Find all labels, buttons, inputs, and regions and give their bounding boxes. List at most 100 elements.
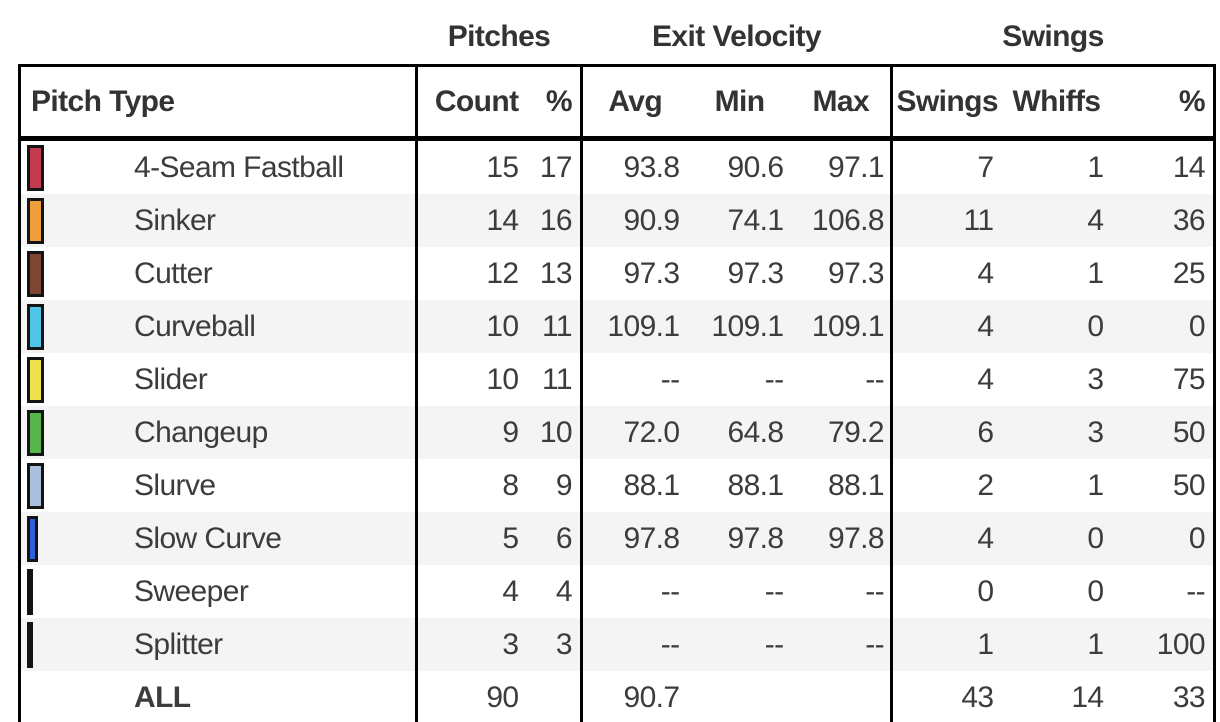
pitch-type-label: Sinker — [134, 203, 216, 237]
cell-count: 5 — [415, 512, 525, 565]
cell-min: 74.1 — [727, 203, 785, 237]
pitch-color-swatch — [27, 144, 44, 191]
cell-max: 97.3 — [828, 256, 885, 290]
cell-whiffs: 14 — [1071, 680, 1104, 714]
cell-max: 97.1 — [828, 150, 885, 184]
cell-max: -- — [865, 574, 884, 608]
cell-swings: 4 — [890, 512, 1002, 565]
cell-count: 4 — [415, 565, 525, 618]
col-header-swings-pct: % — [1111, 64, 1216, 141]
table-row: Splitter 3 3 -- -- -- 1 1 100 — [18, 618, 1216, 671]
cell-swings_pct: 50 — [1111, 406, 1216, 459]
cell-whiffs: 0 — [1087, 309, 1104, 343]
pitch-color-swatch — [27, 621, 33, 668]
cell-count_pct: 10 — [539, 415, 573, 449]
col-header-whiffs: Whiffs — [1001, 64, 1112, 141]
cell-max: -- — [865, 627, 884, 661]
table-row: ALL 90 90.7 43 14 33 — [18, 671, 1216, 722]
cell-max: 79.2 — [828, 415, 885, 449]
cell-max — [792, 671, 892, 722]
cell-count: 90 — [415, 671, 525, 722]
cell-swings_pct: 0 — [1111, 300, 1216, 353]
group-header-pitches: Pitches — [447, 20, 551, 53]
cell-max: 106.8 — [811, 203, 885, 237]
cell-min — [688, 671, 792, 722]
pitch-type-label: Splitter — [134, 627, 223, 661]
cell-max: 88.1 — [828, 468, 885, 502]
cell-count_pct: 9 — [555, 468, 573, 502]
cell-avg: 109.1 — [580, 300, 688, 353]
cell-whiffs: 0 — [1087, 521, 1104, 555]
pitch-stats-table: Pitch Type Count % Avg Min Max Swings Wh… — [18, 64, 1216, 722]
cell-swings_pct: 33 — [1111, 671, 1216, 722]
cell-whiffs: 4 — [1087, 203, 1104, 237]
pitch-type-label: Curveball — [134, 309, 256, 343]
pitch-color-swatch — [27, 250, 44, 297]
cell-count: 9 — [415, 406, 525, 459]
col-header-min: Min — [687, 64, 792, 141]
cell-avg: 97.8 — [580, 512, 688, 565]
cell-swings: 1 — [890, 618, 1002, 671]
cell-avg: 93.8 — [580, 138, 688, 194]
cell-count_pct: 16 — [539, 203, 573, 237]
cell-swings_pct: 25 — [1111, 247, 1216, 300]
table-row: 4-Seam Fastball 15 17 93.8 90.6 97.1 7 1… — [18, 138, 1216, 194]
cell-count: 10 — [415, 353, 525, 406]
cell-swings_pct: 50 — [1111, 459, 1216, 512]
cell-count_pct: 3 — [555, 627, 573, 661]
group-header-swings: Swings — [1002, 20, 1104, 53]
cell-count_pct — [525, 671, 582, 722]
pitch-type-cell: ALL — [18, 671, 417, 722]
pitch-type-label: Sweeper — [134, 574, 249, 608]
table-row: Slurve 8 9 88.1 88.1 88.1 2 1 50 — [18, 459, 1216, 512]
table-row: Sweeper 4 4 -- -- -- 0 0 -- — [18, 565, 1216, 618]
table-row: Cutter 12 13 97.3 97.3 97.3 4 1 25 — [18, 247, 1216, 300]
pitch-type-label: 4-Seam Fastball — [134, 150, 344, 184]
cell-whiffs: 3 — [1087, 362, 1104, 396]
pitch-color-swatch — [27, 197, 44, 244]
cell-count_pct: 6 — [555, 521, 573, 555]
pitch-type-label: Changeup — [134, 415, 268, 449]
cell-swings_pct: -- — [1111, 565, 1216, 618]
cell-min: 64.8 — [727, 415, 785, 449]
cell-avg: -- — [580, 353, 688, 406]
cell-min: -- — [764, 627, 784, 661]
cell-min: 88.1 — [727, 468, 785, 502]
cell-whiffs: 1 — [1087, 468, 1104, 502]
table-row: Changeup 9 10 72.0 64.8 79.2 6 3 50 — [18, 406, 1216, 459]
cell-swings: 4 — [890, 247, 1002, 300]
cell-whiffs: 0 — [1087, 574, 1104, 608]
pitch-type-cell: Slider — [18, 353, 417, 406]
cell-min: -- — [764, 362, 784, 396]
pitch-color-swatch — [27, 356, 44, 403]
pitch-type-cell: Slurve — [18, 459, 417, 512]
cell-swings_pct: 75 — [1111, 353, 1216, 406]
cell-swings: 4 — [890, 353, 1002, 406]
cell-count_pct: 11 — [542, 362, 573, 396]
cell-min: 97.8 — [727, 521, 785, 555]
cell-count: 12 — [415, 247, 525, 300]
cell-avg: 90.9 — [580, 194, 688, 247]
cell-count: 8 — [415, 459, 525, 512]
pitch-color-swatch — [27, 568, 33, 615]
cell-count_pct: 4 — [555, 574, 573, 608]
pitch-color-swatch — [27, 515, 38, 562]
pitch-type-label: Cutter — [134, 256, 213, 290]
col-header-pitch-type: Pitch Type — [18, 64, 417, 141]
cell-whiffs: 1 — [1087, 150, 1104, 184]
cell-swings: 2 — [890, 459, 1002, 512]
cell-whiffs: 1 — [1087, 256, 1104, 290]
cell-count: 14 — [415, 194, 525, 247]
group-header-row: Pitches Exit Velocity Swings — [0, 0, 1220, 64]
cell-swings: 6 — [890, 406, 1002, 459]
cell-min: 97.3 — [727, 256, 785, 290]
col-header-swings: Swings — [890, 64, 1002, 141]
pitch-type-label: Slow Curve — [134, 521, 282, 555]
cell-avg: -- — [580, 618, 688, 671]
pitch-type-label: Slurve — [134, 468, 216, 502]
cell-avg: 97.3 — [580, 247, 688, 300]
table-row: Slider 10 11 -- -- -- 4 3 75 — [18, 353, 1216, 406]
cell-count_pct: 17 — [539, 150, 573, 184]
pitch-type-cell: Changeup — [18, 406, 417, 459]
cell-min: 90.6 — [727, 150, 785, 184]
